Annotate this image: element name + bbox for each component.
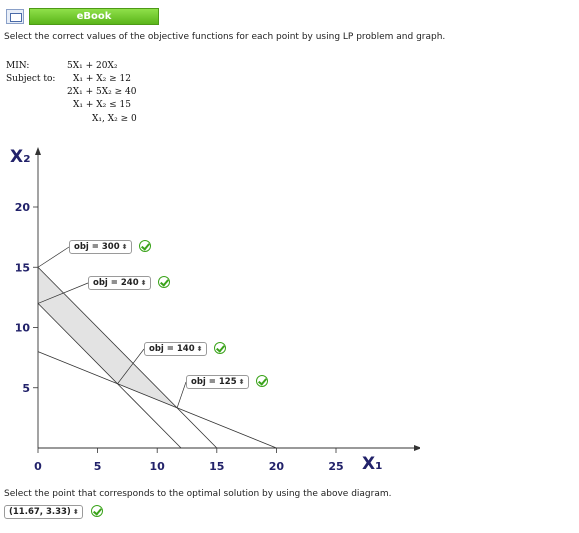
check-icon (256, 375, 268, 387)
y-axis-arrow (35, 147, 41, 155)
x-tick-label: 20 (269, 460, 285, 473)
instruction-text: Select the correct values of the objecti… (4, 32, 446, 42)
constraint-line-2 (37, 351, 277, 449)
leader-line-3 (117, 348, 145, 384)
check-icon (91, 505, 103, 517)
y-axis-label: X₂ (10, 147, 31, 167)
lp-graph: 0 5 10 15 20 25 5 10 15 20 X₂ X₁ (10, 147, 420, 474)
leader-line-1 (37, 246, 70, 268)
x-axis-arrow (414, 445, 420, 451)
x-axis-label: X₁ (362, 454, 383, 474)
objective-select-3[interactable]: obj = 140 ⬍ (144, 342, 207, 356)
constraint-3: X₁ + X₂ ≤ 15 (73, 100, 132, 110)
objective-select-1[interactable]: obj = 300 ⬍ (69, 240, 132, 254)
ebook-button[interactable]: eBook (29, 8, 159, 25)
objective-select-4[interactable]: obj = 125 ⬍ (186, 375, 249, 389)
objective-function: 5X₁ + 20X₂ (67, 61, 118, 71)
y-tick-label: 10 (15, 322, 31, 335)
y-tick-label: 15 (15, 261, 30, 274)
constraint-line-1 (37, 303, 182, 449)
y-tick-label: 5 (22, 382, 30, 395)
leader-line-4 (176, 381, 187, 408)
constraint-2: 2X₁ + 5X₂ ≥ 40 (67, 87, 137, 97)
objective-select-2[interactable]: obj = 240 ⬍ (88, 276, 151, 290)
y-tick-label: 20 (15, 201, 31, 214)
check-icon (214, 342, 226, 354)
check-icon (139, 240, 151, 252)
x-tick-label: 15 (209, 460, 224, 473)
leader-line-2 (37, 282, 89, 304)
check-icon (158, 276, 170, 288)
book-icon[interactable] (6, 9, 24, 24)
min-label: MIN: (6, 61, 30, 71)
optimal-point-select[interactable]: (11.67, 3.33) ⬍ (4, 505, 83, 519)
x-tick-label: 10 (150, 460, 166, 473)
constraint-line-3 (37, 266, 218, 449)
constraint-4: X₁, X₂ ≥ 0 (92, 114, 137, 124)
optimal-instruction: Select the point that corresponds to the… (4, 489, 392, 499)
constraint-1: X₁ + X₂ ≥ 12 (73, 74, 132, 84)
x-tick-label: 0 (34, 460, 42, 473)
subject-to-label: Subject to: (6, 74, 56, 84)
x-tick-label: 5 (94, 460, 102, 473)
x-tick-label: 25 (328, 460, 343, 473)
